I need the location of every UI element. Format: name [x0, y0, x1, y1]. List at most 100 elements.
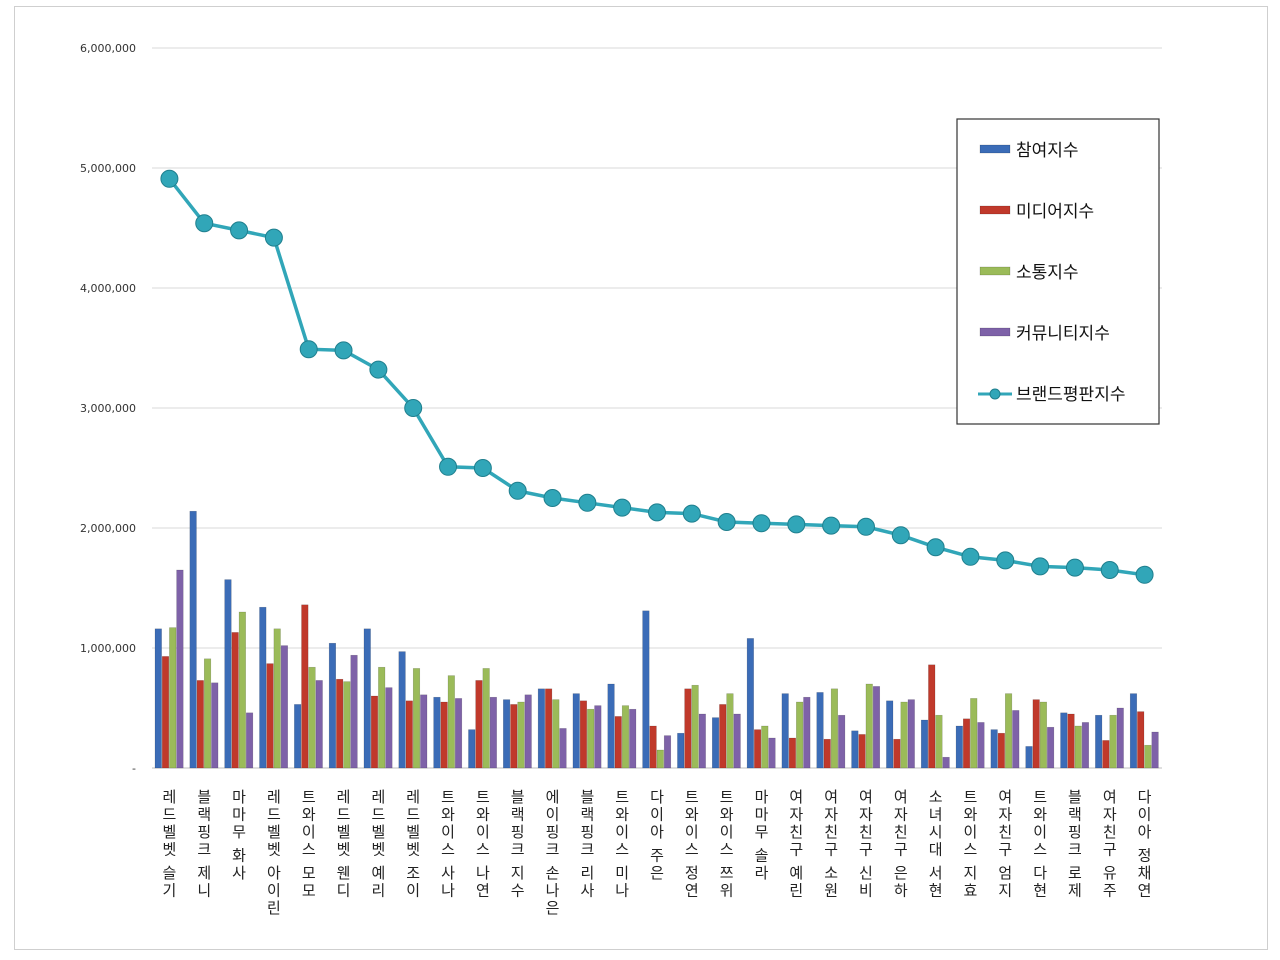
- point-브랜드평판지수: [613, 498, 632, 517]
- bar-소통지수: [1039, 701, 1047, 769]
- point-브랜드평판지수: [404, 399, 423, 417]
- point-브랜드평판지수: [752, 514, 771, 533]
- bar-커뮤니티지수: [559, 728, 567, 769]
- bar-참여지수: [1095, 714, 1103, 769]
- bar-소통지수: [517, 701, 525, 769]
- bar-참여지수: [990, 729, 998, 769]
- bar-소통지수: [621, 705, 630, 769]
- bar-커뮤니티지수: [454, 698, 463, 769]
- point-브랜드평판지수: [856, 517, 875, 536]
- bar-커뮤니티지수: [698, 713, 706, 769]
- bar-미디어지수: [754, 729, 762, 769]
- bar-커뮤니티지수: [315, 680, 323, 769]
- point-브랜드평판지수: [648, 503, 666, 522]
- bar-소통지수: [552, 699, 560, 769]
- bar-미디어지수: [231, 632, 239, 769]
- bar-참여지수: [154, 628, 162, 769]
- point-브랜드평판지수: [543, 489, 562, 507]
- bar-참여지수: [642, 610, 650, 769]
- bar-참여지수: [746, 638, 754, 769]
- bar-소통지수: [169, 627, 177, 769]
- bar-소통지수: [761, 725, 769, 769]
- legend-label: 브랜드평판지수: [1016, 385, 1125, 405]
- bar-참여지수: [886, 700, 894, 769]
- bar-소통지수: [796, 701, 804, 769]
- point-브랜드평판지수: [264, 228, 283, 247]
- bar-미디어지수: [858, 734, 866, 769]
- bar-소통지수: [1074, 725, 1082, 769]
- bar-미디어지수: [1067, 713, 1075, 769]
- bar-미디어지수: [997, 732, 1005, 769]
- legend-swatch: [979, 144, 1011, 154]
- bar-참여지수: [851, 730, 859, 769]
- bar-소통지수: [238, 611, 246, 769]
- bar-커뮤니티지수: [1151, 731, 1159, 769]
- point-브랜드평판지수: [682, 504, 701, 523]
- point-브랜드평판지수: [195, 214, 214, 233]
- point-브랜드평판지수: [891, 526, 910, 545]
- line-series: [160, 169, 1154, 584]
- point-브랜드평판지수: [439, 457, 458, 476]
- point-브랜드평판지수: [787, 515, 806, 534]
- bar-참여지수: [607, 683, 615, 769]
- bar-소통지수: [970, 698, 978, 769]
- point-브랜드평판지수: [230, 221, 249, 240]
- bar-커뮤니티지수: [1047, 726, 1055, 769]
- bar-미디어지수: [1032, 699, 1040, 769]
- bar-미디어지수: [614, 716, 622, 769]
- bar-참여지수: [468, 729, 476, 769]
- bar-소통지수: [726, 693, 734, 769]
- bar-소통지수: [900, 701, 908, 769]
- bar-미디어지수: [405, 700, 413, 769]
- legend-swatch: [979, 205, 1011, 215]
- y-tick-label: 6,000,000: [80, 42, 136, 55]
- bar-미디어지수: [823, 738, 831, 769]
- bar-소통지수: [1109, 714, 1117, 769]
- bar-미디어지수: [336, 678, 344, 769]
- bar-커뮤니티지수: [1012, 710, 1020, 769]
- bar-미디어지수: [719, 704, 727, 769]
- bar-참여지수: [328, 642, 337, 769]
- bar-참여지수: [920, 719, 929, 769]
- x-axis-categories: 레 드 벨 벳 슬 기 블 랙 핑 크 제 니 마 마 무 화 사 레 드 벨 벳 아 이 린 트 와 이 스 모 모 레 드 벨 벳 웬 디 레 드 벨 벳…: [163, 788, 1152, 917]
- bar-소통지수: [1144, 744, 1152, 769]
- bar-참여지수: [189, 510, 197, 769]
- bar-미디어지수: [301, 604, 309, 769]
- y-tick-label: 5,000,000: [80, 162, 136, 175]
- bar-참여지수: [224, 579, 232, 769]
- y-tick-label: 3,000,000: [80, 402, 136, 415]
- y-tick-label: 1,000,000: [80, 642, 136, 655]
- bar-커뮤니티지수: [977, 722, 985, 769]
- bar-참여지수: [816, 692, 824, 769]
- bar-커뮤니티지수: [280, 645, 288, 769]
- bar-미디어지수: [649, 725, 657, 769]
- bar-참여지수: [572, 693, 580, 769]
- bar-소통지수: [656, 749, 664, 769]
- bar-소통지수: [1005, 693, 1013, 769]
- legend-label: 미디어지수: [1016, 202, 1094, 222]
- legend-marker: [989, 388, 1001, 400]
- bar-참여지수: [503, 699, 511, 769]
- bar-참여지수: [781, 693, 789, 769]
- bar-커뮤니티지수: [246, 712, 254, 769]
- bar-참여지수: [259, 606, 267, 769]
- legend-label: 커뮤니티지수: [1016, 324, 1110, 344]
- bar-미디어지수: [893, 738, 901, 769]
- bar-커뮤니티지수: [663, 735, 672, 769]
